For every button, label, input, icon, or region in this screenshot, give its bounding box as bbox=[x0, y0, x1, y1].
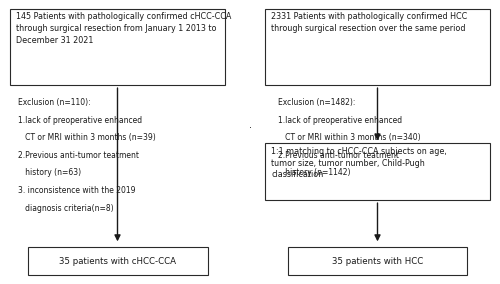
Text: 145 Patients with pathologically confirmed cHCC-CCA
through surgical resection f: 145 Patients with pathologically confirm… bbox=[16, 12, 232, 45]
Text: .: . bbox=[250, 120, 252, 130]
Text: 3. inconsistence with the 2019: 3. inconsistence with the 2019 bbox=[18, 186, 135, 195]
FancyBboxPatch shape bbox=[28, 247, 208, 275]
Text: CT or MRI within 3 months (n=39): CT or MRI within 3 months (n=39) bbox=[18, 133, 155, 142]
FancyBboxPatch shape bbox=[288, 247, 468, 275]
Text: Exclusion (n=1482):: Exclusion (n=1482): bbox=[278, 98, 355, 107]
Text: 2.Previous anti-tumor teatment: 2.Previous anti-tumor teatment bbox=[18, 151, 138, 160]
Text: 2331 Patients with pathologically confirmed HCC
through surgical resection over : 2331 Patients with pathologically confir… bbox=[271, 12, 467, 33]
Text: 1:1 matching to cHCC-CCA subjects on age,
tumor size, tumor number, Child-Pugh
c: 1:1 matching to cHCC-CCA subjects on age… bbox=[271, 147, 447, 179]
FancyBboxPatch shape bbox=[265, 9, 490, 85]
Text: 2.Previous anti-tumor teatment: 2.Previous anti-tumor teatment bbox=[278, 151, 398, 160]
FancyBboxPatch shape bbox=[265, 143, 490, 200]
FancyBboxPatch shape bbox=[10, 9, 225, 85]
Text: 1.lack of preoperative enhanced: 1.lack of preoperative enhanced bbox=[18, 116, 142, 125]
Text: history (n=63): history (n=63) bbox=[18, 168, 80, 178]
Text: 35 patients with cHCC-CCA: 35 patients with cHCC-CCA bbox=[59, 257, 176, 266]
Text: CT or MRI within 3 months (n=340): CT or MRI within 3 months (n=340) bbox=[278, 133, 420, 142]
Text: diagnosis criteria(n=8): diagnosis criteria(n=8) bbox=[18, 204, 113, 213]
Text: Exclusion (n=110):: Exclusion (n=110): bbox=[18, 98, 90, 107]
Text: 35 patients with HCC: 35 patients with HCC bbox=[332, 257, 423, 266]
Text: 1.lack of preoperative enhanced: 1.lack of preoperative enhanced bbox=[278, 116, 402, 125]
Text: history (n=1142): history (n=1142) bbox=[278, 168, 350, 178]
